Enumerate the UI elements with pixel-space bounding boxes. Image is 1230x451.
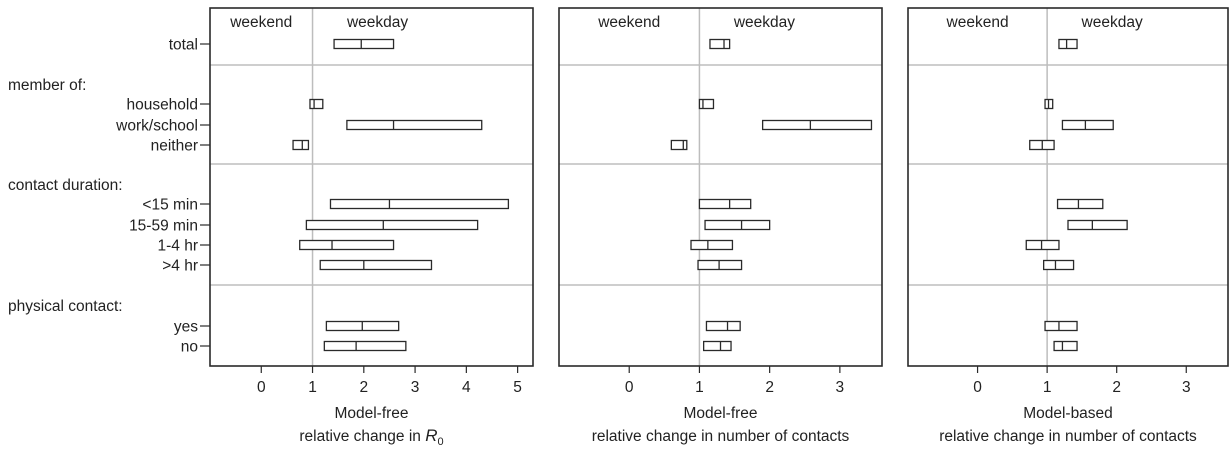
interval-box xyxy=(1061,119,1114,131)
group-header: contact duration: xyxy=(8,177,123,194)
x-axis-subtitle: relative change in number of contacts xyxy=(939,428,1197,445)
row-label: yes xyxy=(174,319,198,336)
row-label: neither xyxy=(151,138,198,155)
panel-frame xyxy=(209,7,534,367)
interval-box xyxy=(1025,239,1060,251)
x-axis-subtitle: relative change in number of contacts xyxy=(592,428,850,445)
interval-box xyxy=(1043,259,1075,271)
interval-box xyxy=(333,38,395,50)
x-axis-title: Model-free xyxy=(334,405,408,422)
x-tick-label: 5 xyxy=(513,379,522,396)
x-axis-subtitle: relative change in R0 xyxy=(299,426,443,446)
region-label-weekend: weekend xyxy=(597,14,660,31)
x-tick-label: 1 xyxy=(695,379,704,396)
x-axis-title: Model-free xyxy=(683,405,757,422)
row-label: <15 min xyxy=(142,197,198,214)
region-label-weekend: weekend xyxy=(229,14,292,31)
x-tick-label: 4 xyxy=(462,379,471,396)
interval-box xyxy=(319,259,433,271)
panel-frame xyxy=(907,7,1229,367)
interval-box xyxy=(690,239,734,251)
x-tick-label: 3 xyxy=(1182,379,1191,396)
interval-box xyxy=(292,139,310,151)
x-tick-label: 0 xyxy=(625,379,634,396)
region-label-weekend: weekend xyxy=(946,14,1009,31)
row-label: no xyxy=(181,339,198,356)
interval-box xyxy=(704,219,771,231)
x-tick-label: 3 xyxy=(411,379,420,396)
interval-box xyxy=(698,98,715,110)
x-tick-label: 2 xyxy=(359,379,368,396)
x-tick-label: 1 xyxy=(1043,379,1052,396)
interval-box xyxy=(1058,38,1078,50)
interval-box xyxy=(323,340,407,352)
x-tick-label: 1 xyxy=(308,379,317,396)
interval-box xyxy=(698,198,752,210)
x-tick-label: 2 xyxy=(1112,379,1121,396)
x-axis-title: Model-based xyxy=(1023,405,1113,422)
row-label: 15-59 min xyxy=(129,218,198,235)
interval-box xyxy=(709,38,731,50)
row-label: >4 hr xyxy=(162,258,198,275)
interval-box xyxy=(305,219,479,231)
row-label: work/school xyxy=(115,118,198,135)
x-tick-label: 2 xyxy=(765,379,774,396)
row-label: 1-4 hr xyxy=(158,238,199,255)
interval-box xyxy=(1044,320,1078,332)
interval-box xyxy=(299,239,395,251)
region-label-weekday: weekday xyxy=(346,14,408,31)
row-label: household xyxy=(126,97,198,114)
group-header: member of: xyxy=(8,77,86,94)
group-header: physical contact: xyxy=(8,298,123,315)
interval-box xyxy=(697,259,743,271)
panel-frame xyxy=(558,7,883,367)
interval-box xyxy=(1056,198,1104,210)
x-tick-label: 0 xyxy=(257,379,266,396)
interval-box xyxy=(705,320,741,332)
region-label-weekday: weekday xyxy=(733,14,795,31)
interval-box xyxy=(309,98,324,110)
x-tick-label: 0 xyxy=(973,379,982,396)
interval-box xyxy=(1053,340,1078,352)
interval-box xyxy=(329,198,510,210)
interval-box xyxy=(346,119,483,131)
interval-box xyxy=(670,139,688,151)
x-tick-label: 3 xyxy=(836,379,845,396)
region-label-weekday: weekday xyxy=(1081,14,1143,31)
interval-box xyxy=(1067,219,1128,231)
interval-box xyxy=(761,119,873,131)
row-label: total xyxy=(169,37,198,54)
interval-box xyxy=(702,340,732,352)
